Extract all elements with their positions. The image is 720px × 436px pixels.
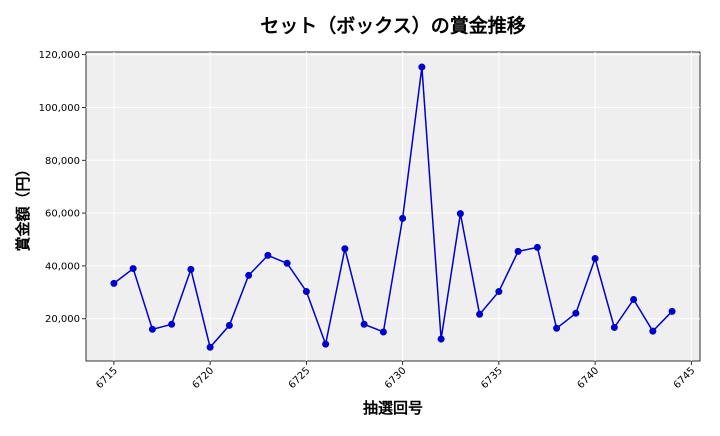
data-point bbox=[206, 343, 214, 351]
y-axis-label: 賞金額（円） bbox=[14, 161, 32, 251]
data-point bbox=[591, 255, 599, 263]
data-point bbox=[514, 247, 522, 255]
data-point bbox=[360, 320, 368, 328]
data-point bbox=[110, 279, 118, 287]
data-point bbox=[302, 288, 310, 296]
data-point bbox=[553, 324, 561, 332]
data-point bbox=[283, 259, 291, 267]
data-point bbox=[399, 214, 407, 222]
x-tick-label: 6725 bbox=[287, 365, 313, 391]
data-point bbox=[495, 288, 503, 296]
data-point bbox=[341, 245, 349, 253]
x-tick-label: 6715 bbox=[94, 365, 120, 391]
data-point bbox=[630, 295, 638, 303]
y-tick-label: 120,000 bbox=[39, 50, 80, 61]
data-point bbox=[264, 251, 272, 259]
data-point bbox=[418, 63, 426, 71]
data-point bbox=[610, 323, 618, 331]
x-tick-label: 6745 bbox=[672, 365, 698, 391]
x-tick-label: 6720 bbox=[190, 365, 216, 391]
y-tick-label: 100,000 bbox=[39, 103, 80, 114]
data-point bbox=[649, 327, 657, 335]
y-tick-label: 40,000 bbox=[45, 261, 80, 272]
data-point bbox=[245, 271, 253, 279]
data-point bbox=[187, 265, 195, 273]
x-tick-label: 6735 bbox=[479, 365, 505, 391]
series-layer bbox=[110, 63, 676, 351]
data-point bbox=[148, 325, 156, 333]
chart-title: セット（ボックス）の賞金推移 bbox=[260, 14, 525, 37]
data-point bbox=[533, 243, 541, 251]
y-tick-label: 80,000 bbox=[45, 156, 80, 167]
data-point bbox=[668, 307, 676, 315]
data-point bbox=[437, 335, 445, 343]
data-point bbox=[456, 210, 464, 218]
data-point bbox=[322, 340, 330, 348]
data-point bbox=[129, 265, 137, 273]
data-point bbox=[572, 309, 580, 317]
y-tick-label: 20,000 bbox=[45, 314, 80, 325]
x-tick-label: 6730 bbox=[383, 365, 409, 391]
series-line bbox=[113, 67, 673, 349]
grid-lines bbox=[86, 52, 700, 361]
plot-area bbox=[85, 51, 701, 362]
x-tick-label: 6740 bbox=[575, 365, 601, 391]
y-tick-label: 60,000 bbox=[45, 209, 80, 220]
data-point bbox=[379, 328, 387, 336]
data-point bbox=[225, 321, 233, 329]
data-point bbox=[168, 320, 176, 328]
data-point bbox=[476, 310, 484, 318]
x-axis-label: 抽選回号 bbox=[363, 399, 423, 417]
